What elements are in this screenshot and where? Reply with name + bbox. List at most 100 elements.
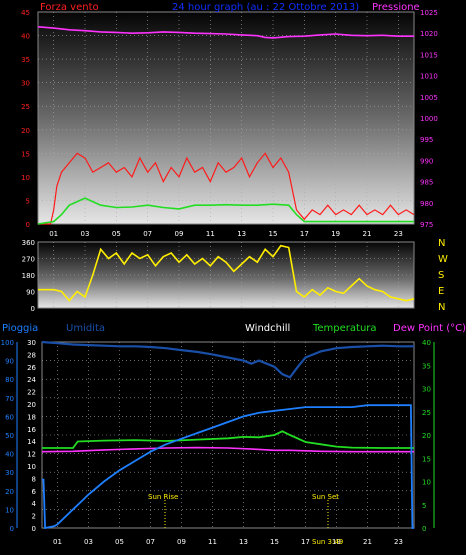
wind-line: [37, 197, 414, 225]
left-tick-label: 10: [21, 174, 30, 182]
humidity-tick-label: 12: [27, 451, 36, 459]
hour-tick-label: 13: [239, 538, 248, 546]
left-tick-label: 25: [21, 103, 30, 111]
humidity-tick-label: 26: [27, 364, 36, 372]
humidity-line: [41, 340, 414, 379]
right-tick-label: 990: [420, 157, 433, 165]
right-tick-label: 1015: [420, 51, 438, 59]
rain-tick-label: 10: [5, 506, 14, 514]
bottom-plot-area: [41, 341, 415, 529]
temperature-ticks: 40 35 30 25 20 15 10 5 0: [422, 339, 435, 533]
rain-tick-label: 70: [5, 395, 14, 403]
top-right-ticks: 1025 1020 1015 1010 1005 1000 995 990 985 980 975: [420, 9, 438, 229]
temperature-tick-label: 35: [422, 362, 431, 370]
direction-tick-label: 90: [26, 289, 35, 297]
temperature-tick-label: 0: [422, 525, 426, 533]
hour-tick-label: 11: [208, 538, 217, 546]
humidity-tick-label: 2: [32, 513, 36, 521]
right-tick-label: 975: [420, 221, 433, 229]
rain-tick-label: 50: [5, 432, 14, 440]
humidity-tick-label: 10: [27, 463, 36, 471]
hour-tick-label: 21: [363, 230, 372, 238]
label-dewpoint: Dew Point (°C): [393, 323, 466, 334]
direction-tick-label: 180: [22, 272, 35, 280]
left-tick-label: 45: [21, 9, 30, 17]
right-tick-label: 995: [420, 136, 433, 144]
rain-tick-label: 30: [5, 469, 14, 477]
rain-tick-label: 60: [5, 413, 14, 421]
direction-tick-label: 270: [22, 256, 35, 264]
top-left-ticks: 45 40 35 30 25 20 15 10 5 0: [21, 9, 30, 229]
humidity-tick-label: 6: [32, 488, 37, 496]
hour-tick-label: 07: [143, 230, 152, 238]
hour-tick-label: 01: [53, 538, 62, 546]
sunset-time: Sun 3:49: [312, 538, 343, 546]
hour-tick-label: 01: [49, 230, 58, 238]
pressure-line: [37, 26, 414, 39]
bottom-hour-ticks: 01 03 05 07 09 11 13 15 17 19 21 23: [53, 538, 403, 546]
hour-tick-label: 17: [301, 538, 310, 546]
top-grid: [38, 12, 414, 224]
humidity-tick-label: 30: [27, 339, 36, 347]
hour-tick-label: 03: [81, 230, 90, 238]
hour-tick-label: 19: [331, 230, 340, 238]
direction-tick-label: 0: [31, 305, 35, 313]
humidity-tick-label: 20: [27, 401, 36, 409]
temperature-tick-label: 5: [422, 502, 426, 510]
hour-tick-label: 13: [237, 230, 246, 238]
right-tick-label: 980: [420, 200, 433, 208]
humidity-tick-label: 18: [27, 413, 36, 421]
label-temperature: Temperatura: [312, 323, 377, 334]
temperature-tick-label: 20: [422, 432, 431, 440]
top-title: 24 hour graph (au : 22 Ottobre 2013): [172, 2, 359, 13]
top-plot-area: [37, 11, 415, 225]
mid-series: [38, 244, 415, 302]
humidity-tick-label: 0: [32, 525, 36, 533]
mid-ticks: 360 270 180 90 0: [22, 239, 35, 313]
top-series: [37, 26, 415, 225]
hour-tick-label: 05: [112, 230, 121, 238]
temperature-tick-label: 10: [422, 479, 431, 487]
right-tick-label: 985: [420, 179, 433, 187]
left-tick-label: 35: [21, 56, 30, 64]
hour-tick-label: 23: [394, 538, 403, 546]
label-humidity: Umidita: [66, 323, 105, 334]
hour-tick-label: 05: [115, 538, 124, 546]
hour-tick-label: 23: [394, 230, 403, 238]
label-windchill: Windchill: [245, 323, 290, 334]
humidity-tick-label: 16: [27, 426, 36, 434]
rain-line: [42, 404, 414, 530]
left-tick-label: 15: [21, 150, 30, 158]
compass-letter: E: [438, 286, 444, 297]
label-rain: Pioggia: [2, 323, 38, 334]
hour-tick-label: 09: [175, 230, 184, 238]
rain-tick-label: 90: [5, 358, 14, 366]
hour-tick-label: 21: [363, 538, 372, 546]
compass-letter: S: [438, 270, 444, 281]
hour-tick-label: 11: [206, 230, 215, 238]
rain-tick-label: 40: [5, 451, 14, 459]
humidity-tick-label: 22: [27, 389, 36, 397]
right-tick-label: 1020: [420, 30, 438, 38]
rain-tick-label: 80: [5, 376, 14, 384]
rain-tick-label: 0: [10, 525, 14, 533]
hour-tick-label: 15: [269, 230, 278, 238]
right-tick-label: 1010: [420, 73, 438, 81]
humidity-tick-label: 14: [27, 438, 36, 446]
rain-tick-label: 20: [5, 488, 14, 496]
left-tick-label: 40: [21, 33, 30, 41]
sunset-label: Sun Set: [312, 493, 339, 501]
hour-tick-label: 07: [146, 538, 155, 546]
hour-tick-label: 15: [270, 538, 279, 546]
sunrise-label: Sun Rise: [148, 493, 178, 501]
right-tick-label: 1005: [420, 94, 438, 102]
direction-tick-label: 360: [22, 239, 35, 247]
left-tick-label: 0: [26, 221, 30, 229]
wind-direction-line: [38, 244, 415, 302]
rain-tick-label: 100: [1, 339, 14, 347]
compass-letter: N: [438, 238, 445, 249]
humidity-tick-label: 28: [27, 351, 36, 359]
